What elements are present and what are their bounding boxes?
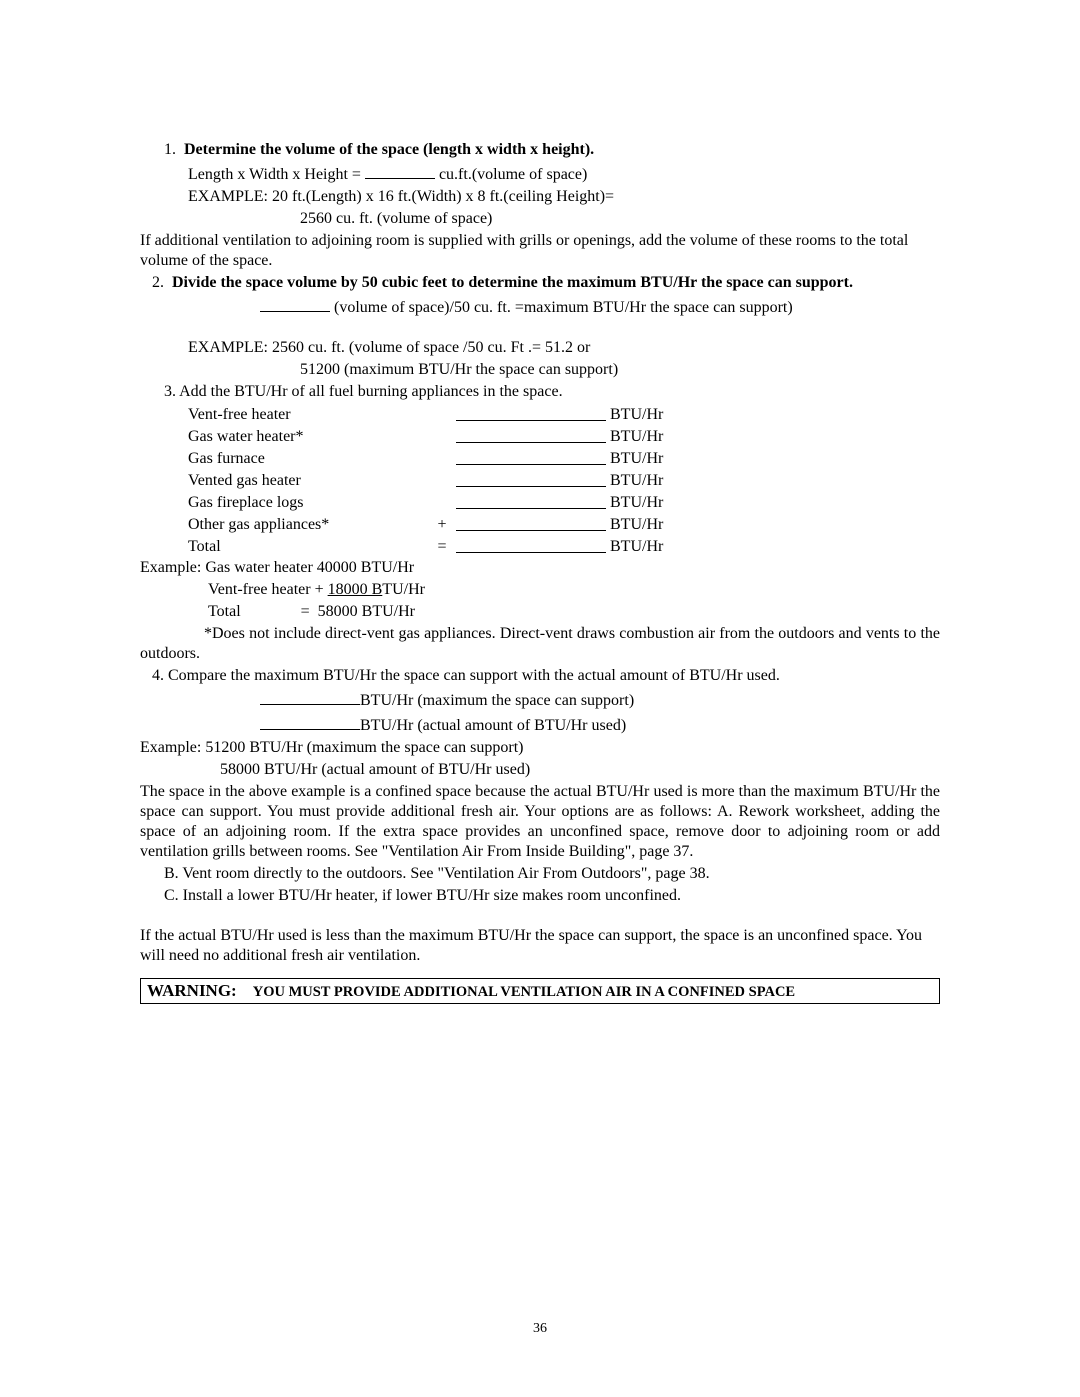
appliance-blank bbox=[456, 426, 610, 448]
step1-num: 1. bbox=[164, 141, 176, 158]
blank-field bbox=[365, 162, 435, 179]
warning-label: WARNING: bbox=[147, 981, 237, 1000]
step2-example-result: 51200 (maximum BTU/Hr the space can supp… bbox=[140, 360, 940, 380]
appliance-label: Gas fireplace logs bbox=[188, 492, 432, 514]
appliance-blank bbox=[456, 470, 610, 492]
appliance-label: Total bbox=[188, 536, 432, 558]
blank-field bbox=[260, 295, 330, 312]
table-row: Gas furnace BTU/Hr bbox=[188, 448, 684, 470]
appliance-unit: BTU/Hr bbox=[610, 536, 684, 558]
step3-ex-l2: Vent-free heater + 18000 BTU/Hr bbox=[140, 580, 940, 600]
step1-note: If additional ventilation to adjoining r… bbox=[140, 231, 940, 271]
appliance-label: Gas furnace bbox=[188, 448, 432, 470]
step3-ex-l3: Total = 58000 BTU/Hr bbox=[140, 602, 940, 622]
document-page: 1. Determine the volume of the space (le… bbox=[0, 0, 1080, 1397]
step1-heading: 1. Determine the volume of the space (le… bbox=[140, 140, 940, 160]
appliance-unit: BTU/Hr bbox=[610, 426, 684, 448]
step1-title: Determine the volume of the space (lengt… bbox=[184, 141, 594, 158]
appliance-label: Vented gas heater bbox=[188, 470, 432, 492]
appliance-unit: BTU/Hr bbox=[610, 470, 684, 492]
step3-ex-l2a: Vent-free heater + bbox=[208, 581, 328, 598]
step4-ex-l2: 58000 BTU/Hr (actual amount of BTU/Hr us… bbox=[140, 760, 940, 780]
appliance-blank bbox=[456, 514, 610, 536]
step4-blank2: BTU/Hr (actual amount of BTU/Hr used) bbox=[140, 713, 940, 736]
step2-title: Divide the space volume by 50 cubic feet… bbox=[172, 274, 853, 291]
appliance-label: Gas water heater* bbox=[188, 426, 432, 448]
table-row: Other gas appliances*+ BTU/Hr bbox=[188, 514, 684, 536]
appliance-blank bbox=[456, 448, 610, 470]
step3-ex-l1: Example: Gas water heater 40000 BTU/Hr bbox=[140, 558, 940, 578]
appliance-sym bbox=[432, 404, 456, 426]
step4-blank2-right: BTU/Hr (actual amount of BTU/Hr used) bbox=[360, 717, 626, 734]
appliance-sym bbox=[432, 492, 456, 514]
step2-formula-right: (volume of space)/50 cu. ft. =maximum BT… bbox=[334, 299, 793, 316]
step2-formula: (volume of space)/50 cu. ft. =maximum BT… bbox=[140, 295, 940, 318]
step3-ex-l2c: TU/Hr bbox=[382, 581, 425, 598]
table-row: Vented gas heater BTU/Hr bbox=[188, 470, 684, 492]
step1-formula-left: Length x Width x Height = bbox=[188, 166, 361, 183]
table-row: Gas water heater* BTU/Hr bbox=[188, 426, 684, 448]
appliance-label: Other gas appliances* bbox=[188, 514, 432, 536]
appliance-label: Vent-free heater bbox=[188, 404, 432, 426]
appliance-table: Vent-free heater BTU/Hr Gas water heater* B… bbox=[188, 404, 684, 558]
table-row: Vent-free heater BTU/Hr bbox=[188, 404, 684, 426]
step2-example: EXAMPLE: 2560 cu. ft. (volume of space /… bbox=[140, 338, 940, 358]
appliance-blank bbox=[456, 404, 610, 426]
warning-text: YOU MUST PROVIDE ADDITIONAL VENTILATION … bbox=[253, 984, 795, 1000]
blank-field bbox=[260, 713, 360, 730]
table-row: Total= BTU/Hr bbox=[188, 536, 684, 558]
step1-formula-right: cu.ft.(volume of space) bbox=[439, 166, 587, 183]
step4-closing: If the actual BTU/Hr used is less than t… bbox=[140, 926, 940, 966]
appliance-blank bbox=[456, 536, 610, 558]
step4-para: The space in the above example is a conf… bbox=[140, 782, 940, 862]
appliance-unit: BTU/Hr bbox=[610, 448, 684, 470]
step4-optionC: C. Install a lower BTU/Hr heater, if low… bbox=[140, 886, 940, 906]
appliance-unit: BTU/Hr bbox=[610, 514, 684, 536]
step4-blank1-right: BTU/Hr (maximum the space can support) bbox=[360, 692, 634, 709]
step1-example: EXAMPLE: 20 ft.(Length) x 16 ft.(Width) … bbox=[140, 187, 940, 207]
warning-box: WARNING: YOU MUST PROVIDE ADDITIONAL VEN… bbox=[140, 978, 940, 1004]
appliance-sym bbox=[432, 448, 456, 470]
blank-field bbox=[260, 688, 360, 705]
step4-ex-l1: Example: 51200 BTU/Hr (maximum the space… bbox=[140, 738, 940, 758]
appliance-sym: + bbox=[432, 514, 456, 536]
spacer bbox=[140, 908, 940, 924]
step3-ex-l2b: 18000 B bbox=[328, 581, 383, 598]
appliance-unit: BTU/Hr bbox=[610, 404, 684, 426]
step3-footnote: *Does not include direct-vent gas applia… bbox=[140, 624, 940, 664]
appliance-sym: = bbox=[432, 536, 456, 558]
step2-num: 2. bbox=[152, 274, 164, 291]
appliance-sym bbox=[432, 470, 456, 492]
step1-formula: Length x Width x Height = cu.ft.(volume … bbox=[140, 162, 940, 185]
step2-heading: 2. Divide the space volume by 50 cubic f… bbox=[140, 273, 940, 293]
step4-optionB: B. Vent room directly to the outdoors. S… bbox=[140, 864, 940, 884]
appliance-unit: BTU/Hr bbox=[610, 492, 684, 514]
appliance-blank bbox=[456, 492, 610, 514]
page-number: 36 bbox=[0, 1321, 1080, 1337]
step4-heading: 4. Compare the maximum BTU/Hr the space … bbox=[140, 666, 940, 686]
step4-heading-text: 4. Compare the maximum BTU/Hr the space … bbox=[152, 667, 780, 684]
step4-blank1: BTU/Hr (maximum the space can support) bbox=[140, 688, 940, 711]
step3-heading: 3. Add the BTU/Hr of all fuel burning ap… bbox=[140, 382, 940, 402]
spacer bbox=[140, 320, 940, 336]
table-row: Gas fireplace logs BTU/Hr bbox=[188, 492, 684, 514]
step1-example-result: 2560 cu. ft. (volume of space) bbox=[140, 209, 940, 229]
appliance-sym bbox=[432, 426, 456, 448]
